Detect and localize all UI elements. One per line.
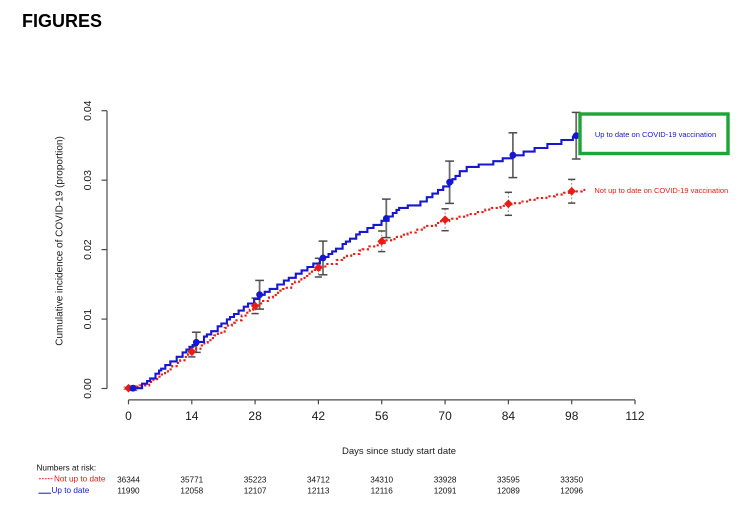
svg-text:14: 14 xyxy=(185,409,199,423)
svg-text:0.01: 0.01 xyxy=(82,309,94,330)
svg-text:Numbers at risk:: Numbers at risk: xyxy=(37,464,97,473)
svg-text:12116: 12116 xyxy=(371,487,394,496)
svg-text:33595: 33595 xyxy=(497,475,520,484)
svg-text:112: 112 xyxy=(625,409,644,423)
svg-text:FIGURES: FIGURES xyxy=(22,11,102,31)
svg-text:Up to date: Up to date xyxy=(52,486,90,495)
svg-text:33350: 33350 xyxy=(560,475,583,484)
svg-text:0.02: 0.02 xyxy=(82,239,94,260)
svg-text:28: 28 xyxy=(248,409,262,423)
svg-text:0: 0 xyxy=(125,409,132,423)
svg-text:33928: 33928 xyxy=(434,475,457,484)
svg-text:70: 70 xyxy=(438,409,452,423)
svg-text:12058: 12058 xyxy=(180,487,203,496)
svg-text:12096: 12096 xyxy=(560,487,583,496)
svg-text:0.03: 0.03 xyxy=(82,170,94,191)
svg-text:35771: 35771 xyxy=(180,475,203,484)
svg-text:Not up to date: Not up to date xyxy=(54,475,106,484)
svg-text:Not up to date on COVID-19 vac: Not up to date on COVID-19 vaccination xyxy=(594,186,728,195)
svg-text:12107: 12107 xyxy=(244,487,267,496)
svg-text:Days since study start date: Days since study start date xyxy=(342,446,456,457)
svg-text:12113: 12113 xyxy=(307,487,330,496)
svg-text:Up to date on COVID-19 vaccina: Up to date on COVID-19 vaccination xyxy=(595,130,716,139)
svg-text:12089: 12089 xyxy=(497,487,520,496)
svg-text:0.04: 0.04 xyxy=(82,100,94,121)
svg-text:11990: 11990 xyxy=(117,487,140,496)
svg-text:34712: 34712 xyxy=(307,475,330,484)
svg-text:Cumulative incidence of COVID-: Cumulative incidence of COVID-19 (propor… xyxy=(55,136,66,346)
svg-text:35223: 35223 xyxy=(244,475,267,484)
svg-text:0.00: 0.00 xyxy=(82,378,94,399)
svg-text:98: 98 xyxy=(565,409,579,423)
svg-text:56: 56 xyxy=(375,409,389,423)
svg-text:42: 42 xyxy=(312,409,326,423)
svg-text:34310: 34310 xyxy=(370,475,393,484)
svg-text:36344: 36344 xyxy=(117,475,140,484)
svg-text:84: 84 xyxy=(502,409,516,423)
svg-text:12091: 12091 xyxy=(434,487,457,496)
